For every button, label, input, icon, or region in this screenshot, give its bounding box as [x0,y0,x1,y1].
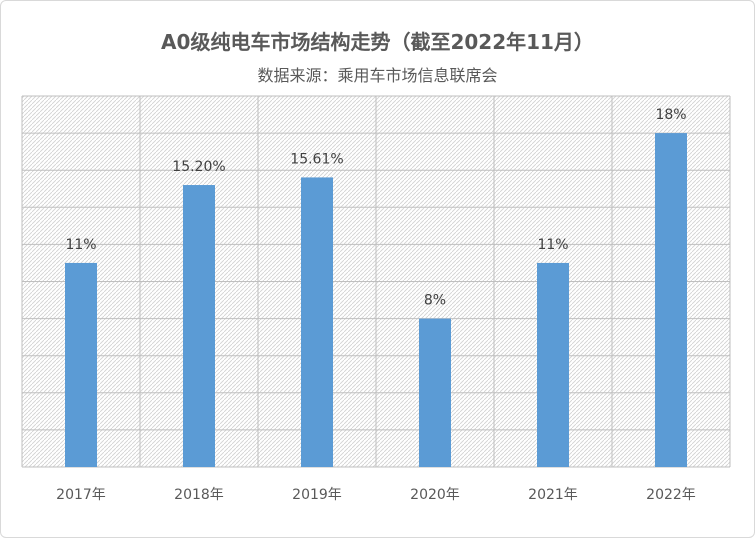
bar-4 [537,262,569,467]
bar-2 [301,177,333,467]
bar-3 [419,318,451,467]
x-tick-label-1: 2018年 [174,487,224,503]
bars [65,133,687,468]
data-label-4: 11% [537,237,568,253]
x-tick-label-4: 2021年 [528,487,578,503]
gridlines [21,95,731,468]
data-label-2: 15.61% [290,151,343,167]
bar-0 [65,262,97,467]
data-label-5: 18% [655,107,686,123]
data-label-3: 8% [424,293,446,309]
data-label-1: 15.20% [172,159,225,175]
x-tick-label-0: 2017年 [56,487,106,503]
x-tick-label-3: 2020年 [410,487,460,503]
x-tick-label-2: 2019年 [292,487,342,503]
x-tick-label-5: 2022年 [646,487,696,503]
data-label-0: 11% [65,237,96,253]
x-axis-ticks: 2017年 2018年 2019年 2020年 2021年 2022年 [56,487,696,503]
bar-5 [655,133,687,467]
chart-title: A0级纯电车市场结构走势（截至2022年11月） [161,30,594,54]
bar-1 [183,185,215,468]
data-labels: 11% 15.20% 15.61% 8% 11% 18% [65,107,686,309]
chart-subtitle: 数据来源：乘用车市场信息联席会 [257,66,498,85]
